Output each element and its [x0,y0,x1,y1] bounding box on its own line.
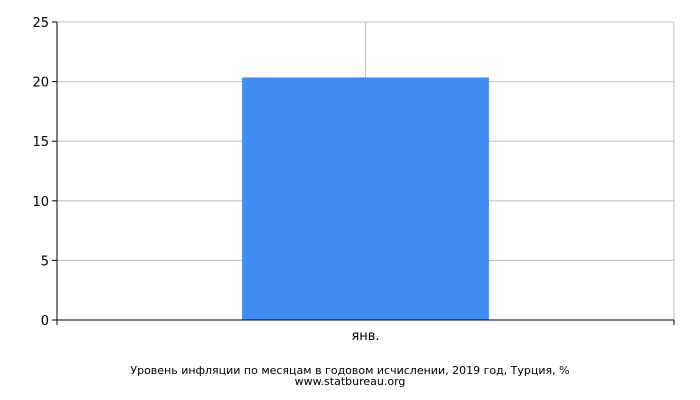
y-tick-label: 0 [41,314,49,329]
y-tick-label: 25 [32,16,49,31]
y-tick-label: 15 [32,135,49,150]
bar [242,77,489,320]
y-tick-label: 5 [41,254,49,269]
axes [52,21,675,325]
chart-source: www.statbureau.org [294,375,406,388]
y-tick-label: 20 [32,76,49,91]
x-tick-label: янв. [351,329,379,344]
bars [242,77,489,320]
tick-labels: 0 5 10 15 20 25 янв. [32,16,379,344]
y-tick-label: 10 [32,195,49,210]
chart-title: Уровень инфляции по месяцам в годовом ис… [130,364,570,377]
